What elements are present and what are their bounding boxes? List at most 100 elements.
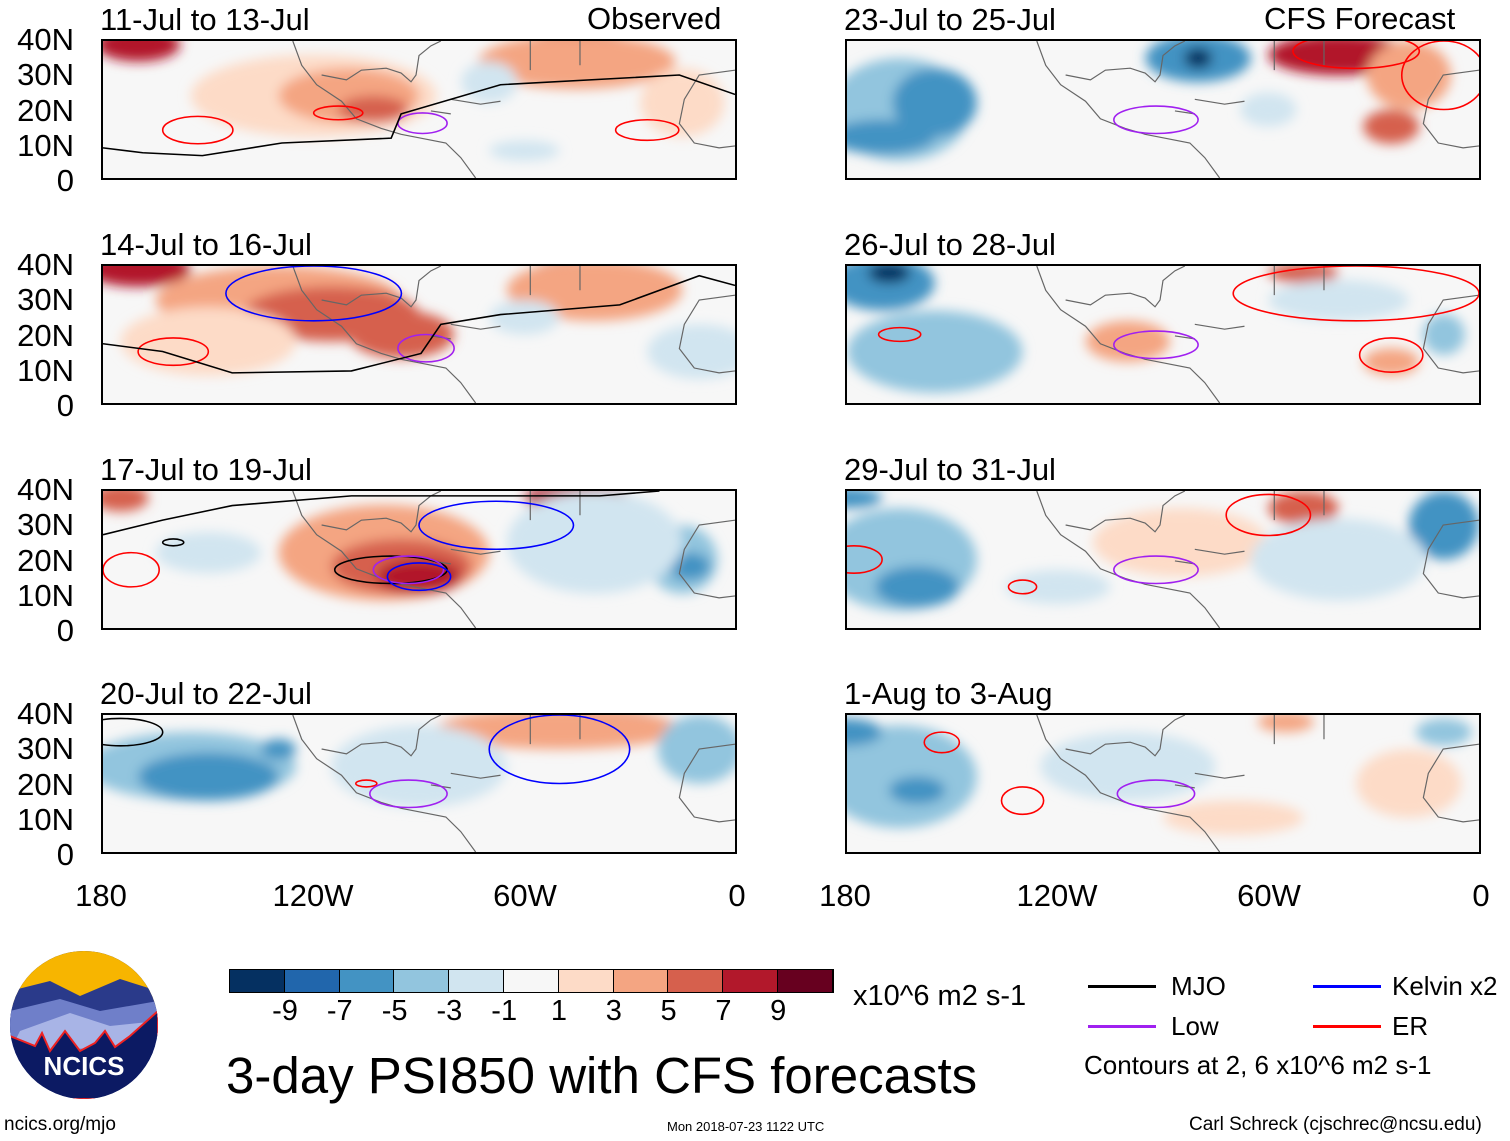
footer-url[interactable]: ncics.org/mjo (4, 1114, 116, 1135)
psi-anomaly-region (103, 41, 181, 62)
footer-timestamp: Mon 2018-07-23 1122 UTC (667, 1119, 825, 1134)
filtered-contour (1116, 779, 1196, 809)
colorbar-tick-label: 9 (770, 995, 787, 1027)
filtered-contour (369, 779, 448, 809)
ncics-logo: NCICS (10, 951, 158, 1099)
colorbar-swatch (723, 970, 778, 992)
psi-anomaly-region (138, 752, 279, 801)
lon-label: 0 (728, 878, 746, 913)
legend-mjo: MJO (1171, 971, 1226, 1001)
colorbar-tick-label: -1 (491, 995, 518, 1027)
colorbar-swatch (558, 970, 614, 992)
map-panel-forecast (845, 489, 1481, 630)
colorbar-swatch (668, 970, 724, 992)
colorbar-tick-label: -7 (326, 995, 353, 1027)
psi-anomaly-region (847, 718, 883, 746)
colorbar-swatch (230, 970, 285, 992)
lon-label: 0 (1472, 878, 1490, 913)
psi-anomaly-region (436, 715, 683, 750)
colorbar-swatch (503, 970, 559, 992)
filtered-contour (103, 551, 160, 588)
lat-label: 30N (17, 282, 74, 318)
footer-author: Carl Schreck (cjschrec@ncsu.edu) (1189, 1114, 1482, 1135)
map-panel-forecast (845, 713, 1481, 854)
filtered-contour (1000, 786, 1045, 816)
colorbar (229, 969, 834, 993)
observed-label: Observed (587, 1, 722, 36)
psi-anomaly-region (489, 300, 560, 335)
map-panel-observed (101, 264, 737, 405)
lat-label: 20N (17, 317, 74, 353)
colorbar-tick-label: -9 (272, 995, 298, 1027)
map-panel-observed (101, 713, 737, 854)
filtered-contour (103, 717, 164, 747)
filtered-contour (312, 105, 364, 121)
psi-anomaly-region (1184, 47, 1213, 69)
colorbar-swatch (394, 970, 450, 992)
panel-title: 14-Jul to 16-Jul (100, 227, 312, 262)
psi-anomaly-region (647, 324, 735, 380)
map-panel-forecast (845, 39, 1481, 180)
filtered-contour (386, 562, 452, 592)
lat-label: 40N (17, 22, 74, 57)
coastline (292, 266, 735, 403)
lat-label: 0 (56, 613, 74, 648)
filtered-contour (355, 779, 378, 788)
lat-label: 30N (17, 731, 74, 767)
filtered-contour (1113, 555, 1199, 585)
colorbar-swatch (449, 970, 504, 992)
psi-anomaly-region (668, 552, 711, 581)
psi-anomaly-region (1163, 800, 1304, 835)
legend-low: Low (1171, 1011, 1219, 1041)
panel-title: 17-Jul to 19-Jul (100, 452, 312, 487)
coastline (292, 41, 735, 178)
psi-anomaly-region (1250, 518, 1427, 601)
filtered-contour (923, 731, 961, 754)
colorbar-tick-label: -5 (381, 995, 408, 1027)
lat-label: 40N (17, 247, 74, 282)
filtered-contour (1007, 579, 1038, 595)
filtered-contour (225, 266, 403, 322)
panel-title: 29-Jul to 31-Jul (844, 452, 1056, 487)
filtered-contour (877, 326, 922, 343)
lat-label: 40N (17, 696, 74, 731)
panel-title: 23-Jul to 25-Jul (844, 2, 1056, 37)
colorbar-swatch (284, 970, 340, 992)
filtered-contour (1113, 105, 1199, 135)
filtered-contour (1358, 337, 1424, 373)
colorbar-tick-label: -3 (436, 995, 463, 1027)
psi-anomaly-region (1268, 491, 1339, 526)
lon-label: 60W (1237, 878, 1301, 913)
colorbar-swatch (613, 970, 669, 992)
filtered-contour (847, 545, 883, 574)
map-panel-observed (101, 489, 737, 630)
psi-anomaly-region (1005, 569, 1111, 605)
psi-anomaly-region (640, 68, 725, 137)
logo-text: NCICS (44, 1051, 125, 1081)
colorbar-tick-label: 5 (660, 995, 677, 1027)
psi-anomaly-region (1257, 715, 1314, 733)
colorbar-units: x10^6 m2 s-1 (853, 980, 1027, 1012)
psi-anomaly-region (1092, 508, 1269, 577)
legend-er: ER (1392, 1011, 1429, 1041)
psi-anomaly-region (103, 491, 149, 512)
psi-anomaly-region (506, 491, 683, 594)
psi-anomaly-region (892, 68, 977, 137)
lat-label: 30N (17, 57, 74, 93)
lat-label: 20N (17, 766, 74, 802)
low-line-swatch (1088, 1025, 1156, 1028)
colorbar-swatch (339, 970, 395, 992)
lat-label: 40N (17, 472, 74, 507)
psi-anomaly-region (1366, 41, 1451, 110)
psi-anomaly-region (1240, 92, 1297, 127)
mjo-line-swatch (1088, 985, 1156, 988)
lat-label: 0 (56, 388, 74, 423)
filtered-contour (1400, 41, 1479, 111)
lon-label: 120W (1016, 878, 1098, 913)
lon-label: 180 (75, 878, 127, 913)
psi-anomaly-region (1422, 313, 1465, 356)
psi-anomaly-region (1356, 749, 1462, 818)
psi-anomaly-region (155, 532, 261, 574)
psi-anomaly-region (847, 310, 1023, 393)
psi-anomaly-region (657, 715, 735, 784)
